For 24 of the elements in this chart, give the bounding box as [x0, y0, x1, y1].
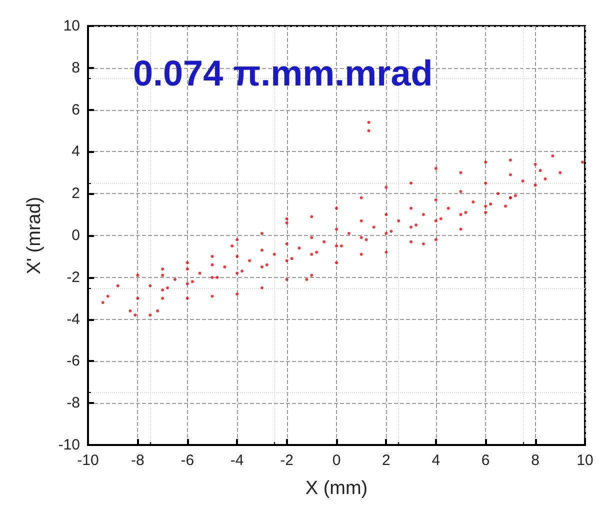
x-tick-label: 10 [576, 452, 594, 469]
x-tick-label: 6 [481, 452, 490, 469]
y-tick-label: 8 [72, 59, 80, 76]
y-tick-label: -10 [58, 436, 80, 454]
x-tick-label: -2 [280, 452, 294, 469]
y-axis-title: X' (mrad) [24, 196, 45, 274]
y-tick-label: -6 [66, 352, 80, 370]
x-tick-label: 4 [432, 452, 440, 469]
y-tick-label: 0 [72, 227, 80, 244]
x-tick-label: -8 [131, 452, 144, 469]
y-tick-label: 2 [72, 185, 80, 202]
y-tick-label: 6 [72, 101, 80, 118]
x-tick-label: 0 [332, 452, 341, 469]
text: 0.074 π.mm.mrad [133, 52, 433, 94]
x-tick-label: -4 [230, 452, 244, 469]
y-tick-label: -2 [66, 268, 80, 286]
x-tick-label: -6 [180, 452, 194, 469]
x-tick-label: 2 [382, 452, 390, 469]
y-tick-label: -8 [66, 394, 80, 412]
x-tick-label: 8 [531, 452, 540, 469]
y-tick-label: 10 [63, 18, 80, 34]
x-axis-title: X (mm) [305, 478, 368, 499]
y-tick-label: 4 [72, 143, 80, 160]
y-tick-label: -4 [66, 310, 80, 328]
